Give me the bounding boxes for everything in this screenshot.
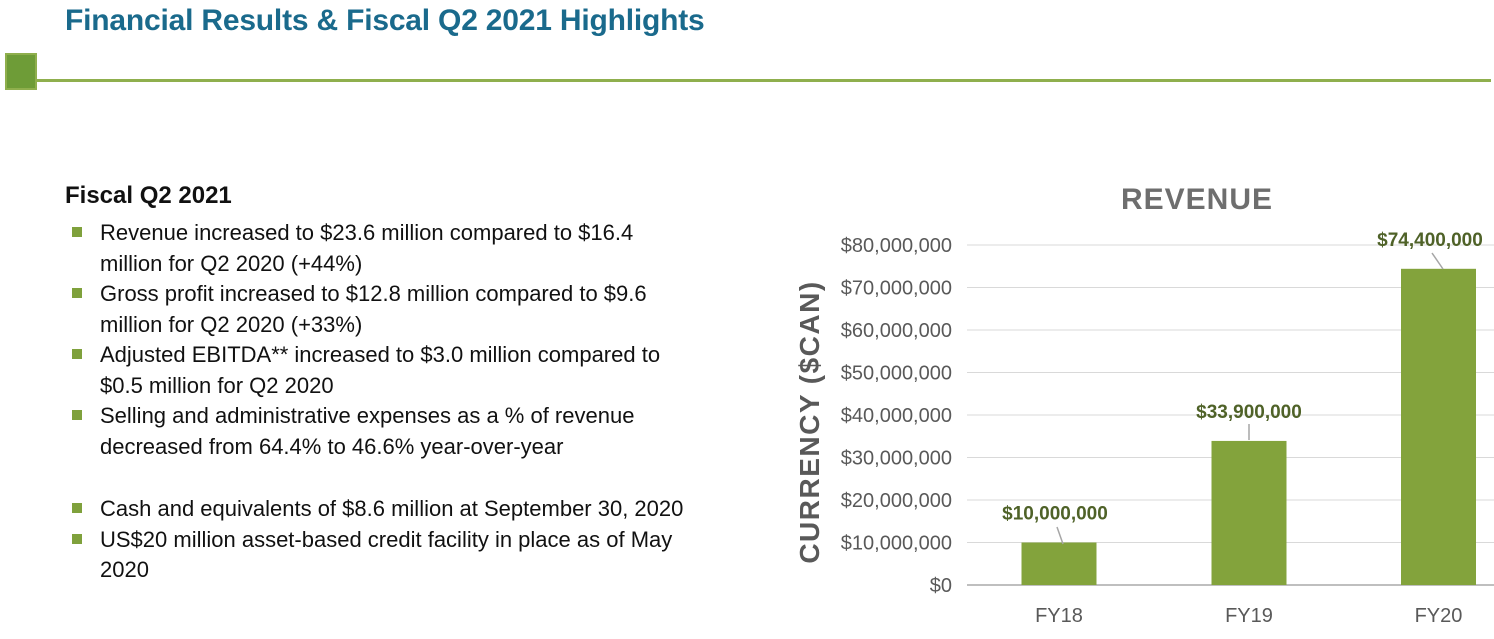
bar-value-label: $74,400,000	[1377, 230, 1483, 251]
bullet-item: US$20 million asset-based credit facilit…	[65, 525, 790, 586]
y-tick-label: $10,000,000	[841, 533, 952, 555]
bar-value-label: $33,900,000	[1196, 402, 1302, 423]
bullet-list: Revenue increased to $23.6 million compa…	[65, 218, 790, 586]
y-tick-label: $40,000,000	[841, 405, 952, 427]
revenue-bar-fy18	[1021, 542, 1097, 585]
y-tick-label: $0	[930, 575, 952, 597]
bullet-text: Revenue increased to $23.6 million compa…	[100, 220, 634, 276]
bullet-item: Adjusted EBITDA** increased to $3.0 mill…	[65, 340, 790, 401]
bullet-text: Gross profit increased to $12.8 million …	[100, 281, 647, 337]
bullet-square-icon	[72, 349, 82, 359]
bullet-square-icon	[72, 227, 82, 237]
chart-title: REVENUE	[1121, 183, 1273, 216]
y-tick-label: $80,000,000	[841, 235, 952, 257]
bullet-square-icon	[72, 288, 82, 298]
bullet-square-icon	[72, 533, 82, 544]
revenue-chart-canvas: $0 $10,000,000 $20,000,000 $30,000,000 $40,0…	[795, 183, 1494, 627]
bullet-item: Selling and administrative expenses as a…	[65, 401, 790, 462]
bullet-text: Cash and equivalents of $8.6 million at …	[100, 496, 684, 521]
bullet-item: Gross profit increased to $12.8 million …	[65, 279, 790, 340]
category-label: FY18	[1035, 605, 1083, 627]
bullet-text: US$20 million asset-based credit facilit…	[100, 526, 673, 583]
y-axis-title: CURRENCY ($CAN)	[795, 280, 825, 563]
green-accent-square-icon	[5, 53, 37, 90]
bullet-square-icon	[72, 410, 82, 420]
y-tick-label: $30,000,000	[841, 448, 952, 470]
section-heading: Fiscal Q2 2021	[65, 182, 232, 209]
y-tick-label: $20,000,000	[841, 490, 952, 512]
bar-value-label: $10,000,000	[1002, 504, 1108, 525]
bullet-text: Selling and administrative expenses as a…	[100, 403, 635, 459]
bullet-group: Cash and equivalents of $8.6 million at …	[65, 494, 790, 586]
revenue-bar-fy19	[1211, 440, 1287, 585]
y-tick-label: $70,000,000	[841, 278, 952, 300]
label-leader-line	[1431, 252, 1444, 270]
bullet-item: Cash and equivalents of $8.6 million at …	[65, 494, 790, 525]
green-divider-line	[37, 79, 1491, 82]
bullet-group: Revenue increased to $23.6 million compa…	[65, 218, 790, 462]
y-tick-label: $50,000,000	[841, 363, 952, 385]
category-label: FY19	[1225, 605, 1273, 627]
slide-title: Financial Results & Fiscal Q2 2021 Highl…	[65, 4, 705, 37]
bullet-item: Revenue increased to $23.6 million compa…	[65, 218, 790, 279]
bullet-text: Adjusted EBITDA** increased to $3.0 mill…	[100, 342, 661, 398]
bullet-square-icon	[72, 503, 82, 513]
revenue-bar-fy20	[1401, 268, 1476, 585]
category-label: FY20	[1415, 605, 1463, 627]
label-leader-line	[1056, 526, 1064, 545]
highlights-panel: Fiscal Q2 2021 Revenue increased to $23.…	[65, 183, 790, 586]
revenue-chart: $0 $10,000,000 $20,000,000 $30,000,000 $40,0…	[795, 175, 1494, 639]
y-tick-label: $60,000,000	[841, 320, 952, 342]
